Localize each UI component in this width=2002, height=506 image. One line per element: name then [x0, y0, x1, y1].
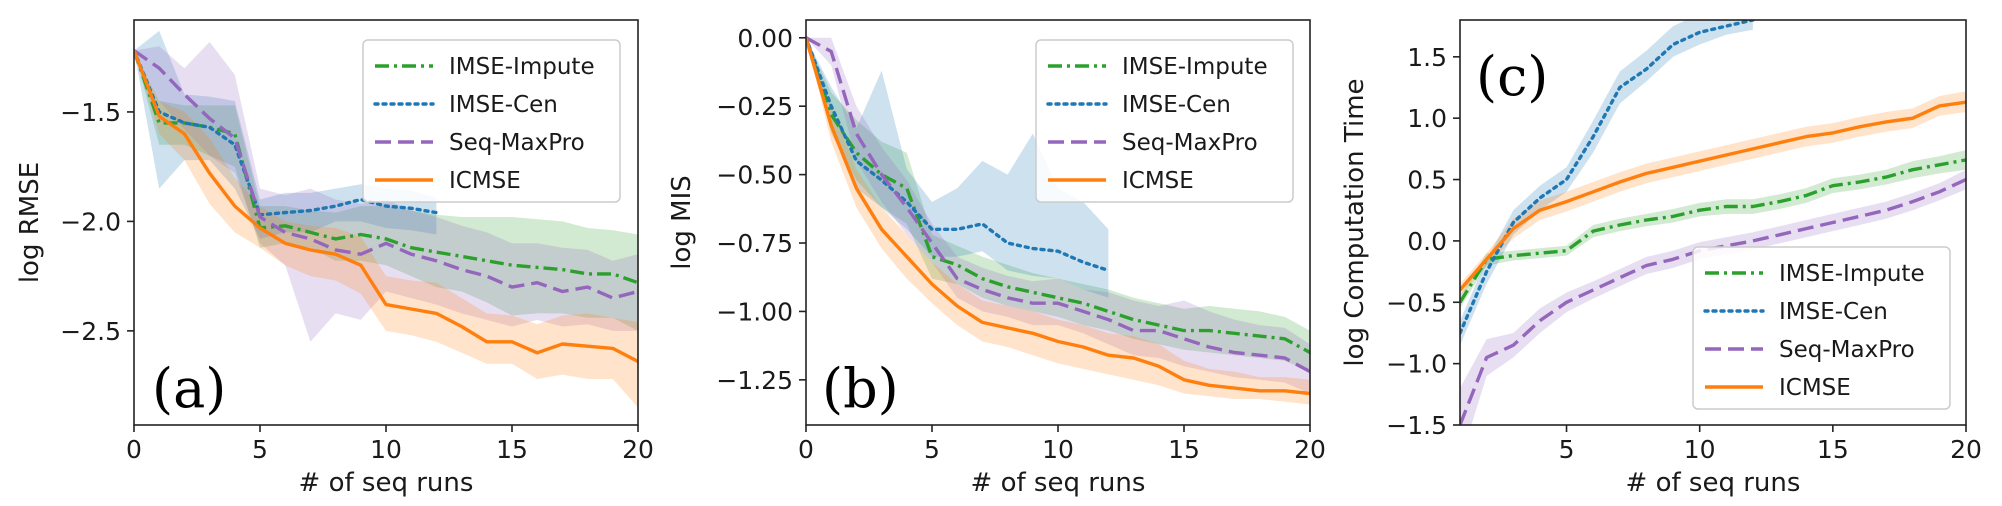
band-icmse	[1460, 91, 1966, 297]
y-tick-label: 0.00	[737, 24, 793, 53]
y-tick-label: 0.5	[1407, 166, 1447, 195]
legend-label-seq-maxpro: Seq-MaxPro	[1122, 130, 1258, 156]
x-tick-label: 20	[622, 435, 654, 464]
y-axis-label: log RMSE	[15, 162, 45, 283]
legend-label-imse-cen: IMSE-Cen	[1779, 299, 1888, 325]
legend: IMSE-Impute IMSE-Cen Seq-MaxPro ICMSE	[362, 39, 621, 203]
plot-area	[806, 36, 1310, 405]
line-imse-impute	[1460, 158, 1966, 304]
band-imse-impute	[134, 50, 638, 331]
line-imse-impute	[134, 50, 638, 285]
y-tick-label: −1.00	[716, 297, 793, 326]
band-imse-cen	[134, 30, 437, 239]
legend-label-icmse: ICMSE	[1779, 375, 1851, 401]
x-tick-label: 10	[1684, 435, 1716, 464]
chart-panel-2: 0 5 10 15 20 0.00 −0.25 −0.50 −0.75 −1.00 −1.25 # o…	[667, 19, 1326, 498]
y-tick-label: −2.5	[60, 317, 121, 346]
x-tick-label: 10	[1042, 435, 1074, 464]
legend-label-imse-impute: IMSE-Impute	[1122, 54, 1268, 80]
band-imse-impute	[1460, 150, 1966, 309]
x-tick-label: 15	[1817, 435, 1849, 464]
y-axis-label: log Computation Time	[1340, 78, 1370, 366]
line-imse-cen	[1460, 20, 1755, 335]
x-tick-label: 0	[798, 435, 814, 464]
x-tick-label: 15	[496, 435, 528, 464]
legend-frame	[362, 39, 621, 203]
chart-panel-3: 5 10 15 20 1.5 1.0 0.5 0.0 −0.5 −1.0 −1.5 # of seq …	[1340, 19, 1982, 498]
plot-area	[134, 30, 638, 408]
y-tick-label: −0.75	[716, 229, 793, 258]
legend-frame	[1035, 39, 1294, 203]
legend-frame	[1692, 246, 1951, 410]
y-tick-label: −0.50	[716, 161, 793, 190]
legend-label-imse-impute: IMSE-Impute	[1779, 261, 1925, 287]
band-seq-maxpro	[806, 37, 1310, 394]
y-tick-label: −1.5	[1386, 411, 1447, 440]
panel-label: (c)	[1476, 45, 1548, 108]
legend-label-seq-maxpro: Seq-MaxPro	[449, 130, 585, 156]
legend-label-imse-cen: IMSE-Cen	[449, 92, 558, 118]
y-tick-label: −0.5	[1386, 288, 1447, 317]
x-tick-label: 20	[1294, 435, 1326, 464]
legend: IMSE-Impute IMSE-Cen Seq-MaxPro ICMSE	[1692, 246, 1951, 410]
band-icmse	[134, 50, 638, 408]
line-icmse	[134, 49, 638, 364]
line-icmse	[1460, 100, 1966, 292]
x-tick-label: 15	[1168, 435, 1200, 464]
y-tick-label: 1.0	[1407, 104, 1447, 133]
x-tick-label: 5	[924, 435, 940, 464]
line-icmse	[806, 37, 1310, 396]
line-imse-cen	[134, 48, 439, 217]
y-tick-label: −1.25	[716, 366, 793, 395]
y-tick-label: −1.5	[60, 98, 121, 127]
axes-frame	[1459, 19, 1967, 426]
x-tick-label: 5	[1559, 435, 1575, 464]
x-tick-label: 10	[370, 435, 402, 464]
x-tick-label: 0	[126, 435, 142, 464]
band-icmse	[806, 37, 1310, 405]
x-axis-label: # of seq runs	[971, 468, 1146, 498]
x-tick-label: 20	[1950, 435, 1982, 464]
legend: IMSE-Impute IMSE-Cen Seq-MaxPro ICMSE	[1035, 39, 1294, 203]
x-tick-label: 5	[252, 435, 268, 464]
y-tick-label: 0.0	[1407, 227, 1447, 256]
x-axis-label: # of seq runs	[299, 468, 474, 498]
panel-label: (b)	[822, 357, 899, 420]
legend-label-icmse: ICMSE	[1122, 168, 1194, 194]
band-imse-cen	[806, 37, 1109, 298]
band-seq-maxpro	[1460, 169, 1966, 425]
y-tick-label: −0.25	[716, 92, 793, 121]
line-seq-maxpro	[134, 49, 638, 300]
panel-label: (a)	[152, 357, 226, 420]
line-imse-cen	[806, 36, 1111, 273]
band-seq-maxpro	[134, 41, 638, 342]
y-axis-label: log MIS	[667, 175, 697, 270]
x-axis-label: # of seq runs	[1626, 468, 1801, 498]
y-tick-label: 1.5	[1407, 43, 1447, 72]
legend-label-seq-maxpro: Seq-MaxPro	[1779, 337, 1915, 363]
legend-label-imse-impute: IMSE-Impute	[449, 54, 595, 80]
y-tick-label: −1.0	[1386, 350, 1447, 379]
line-seq-maxpro	[806, 36, 1310, 374]
y-tick-label: −2.0	[60, 207, 121, 236]
legend-label-icmse: ICMSE	[449, 168, 521, 194]
chart-panel-1: 0 5 10 15 20 −1.5 −2.0 −2.5 # of seq runs log RMS…	[15, 19, 654, 498]
legend-label-imse-cen: IMSE-Cen	[1122, 92, 1231, 118]
line-imse-impute	[806, 37, 1310, 354]
